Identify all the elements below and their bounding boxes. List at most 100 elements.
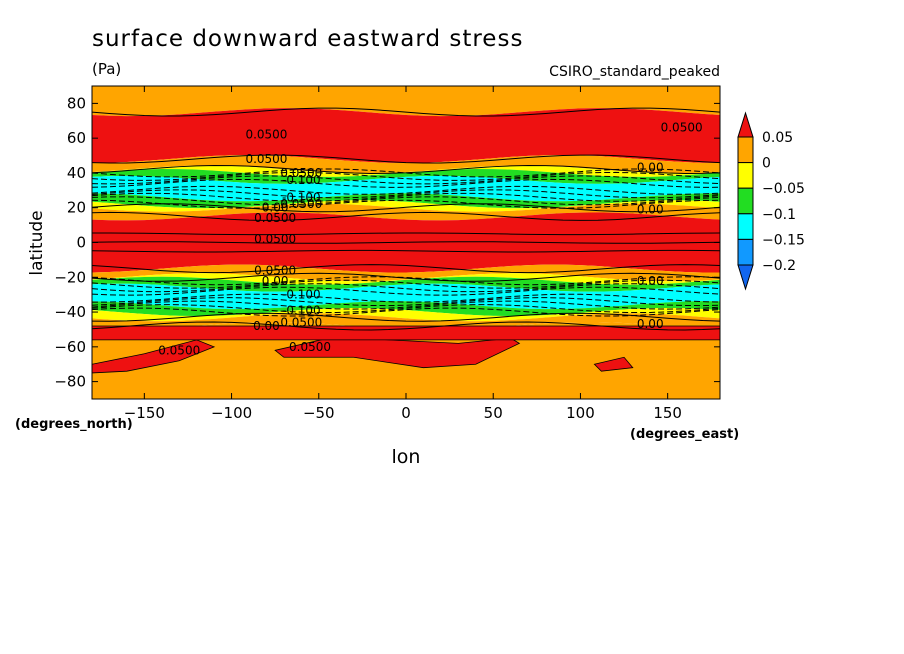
colorbar-label: 0.05 bbox=[762, 130, 793, 146]
y-tick-label: 0 bbox=[76, 234, 86, 252]
y-tick-label: 40 bbox=[67, 164, 86, 182]
contour-label: 0.0500 bbox=[158, 343, 200, 357]
y-tick-label: −40 bbox=[54, 303, 86, 321]
contour-line-dashed bbox=[92, 192, 720, 202]
contour-line bbox=[92, 232, 720, 236]
contour-label: 0.00 bbox=[637, 317, 664, 331]
x-axis-label: lon bbox=[392, 446, 421, 468]
contour-line bbox=[92, 211, 720, 221]
contour-label: 0.00 bbox=[253, 319, 280, 333]
field-band bbox=[92, 86, 720, 117]
contour-label: 0.00 bbox=[262, 274, 289, 288]
contour-label: 0.00 bbox=[637, 161, 664, 175]
colorbar-segment bbox=[737, 264, 754, 291]
colorbar-segment bbox=[737, 213, 754, 240]
contour-label: 0.0500 bbox=[661, 121, 703, 135]
contour-label: 0.0500 bbox=[245, 152, 287, 166]
x-tick-label: −150 bbox=[124, 404, 165, 422]
field-band bbox=[92, 264, 720, 282]
colorbar-segment bbox=[737, 162, 754, 189]
contour-label: -0.100 bbox=[282, 173, 321, 187]
contour-label: 0.0500 bbox=[245, 128, 287, 142]
axes: −150 −100 −50 0 50 100 150 −80 −60 −40 −20 0 20 40 60 8… bbox=[54, 85, 721, 422]
plot-area: 0.0500 0.05000.05000.000.0500-0.100-0.100… bbox=[92, 86, 720, 399]
contour-label: 0.0500 bbox=[280, 315, 322, 329]
contour-line-dashed bbox=[92, 283, 720, 293]
contour-line-dashed bbox=[92, 286, 720, 296]
contour-line bbox=[92, 264, 720, 274]
contour-label: 0.00 bbox=[637, 202, 664, 216]
contour-label: -0.100 bbox=[282, 303, 321, 317]
contour-line bbox=[92, 312, 720, 322]
contour-line bbox=[92, 249, 720, 253]
colorbar-segment bbox=[737, 136, 754, 164]
contour-line-dashed bbox=[92, 189, 720, 199]
field-band bbox=[92, 168, 720, 184]
x-tick-label: 100 bbox=[566, 404, 595, 422]
colorbar-segment bbox=[737, 111, 754, 138]
contour-line-dashed bbox=[92, 293, 720, 303]
y-tick-label: 60 bbox=[67, 129, 86, 147]
contour-label: -0.100 bbox=[282, 190, 321, 204]
x-tick-label: 150 bbox=[653, 404, 682, 422]
y-tick-label: −20 bbox=[54, 268, 86, 286]
contour-label: 0.00 bbox=[262, 201, 289, 215]
colorbar-segment bbox=[737, 187, 754, 215]
contour-label: 0.0500 bbox=[280, 166, 322, 180]
contour-label: 0.0500 bbox=[254, 211, 296, 225]
units-label: (Pa) bbox=[92, 60, 121, 78]
contour-line-dashed bbox=[92, 175, 720, 185]
contour-line bbox=[92, 272, 720, 282]
colorbar-segment bbox=[737, 238, 754, 266]
contour-line bbox=[92, 107, 720, 117]
colorbar: 0.05 0 −0.05 −0.1 −0.15 −0.2 bbox=[737, 111, 805, 291]
contour-line-dashed bbox=[92, 168, 720, 178]
field-band bbox=[92, 165, 720, 177]
y-unit-label: (degrees_north) bbox=[15, 417, 133, 432]
colorbar-label: 0 bbox=[762, 156, 771, 172]
contour-label: 0.0500 bbox=[254, 263, 296, 277]
dataset-label: CSIRO_standard_peaked bbox=[549, 64, 720, 80]
x-tick-label: −50 bbox=[303, 404, 335, 422]
contour-line bbox=[92, 241, 720, 244]
x-tick-label: −100 bbox=[211, 404, 252, 422]
contour-line-dashed bbox=[92, 196, 720, 206]
colorbar-label: −0.15 bbox=[762, 232, 805, 248]
y-tick-label: 80 bbox=[67, 94, 86, 112]
field-band bbox=[92, 200, 720, 212]
x-unit-label: (degrees_east) bbox=[630, 427, 739, 442]
contour-line-dashed bbox=[92, 199, 720, 209]
contour-line-dashed bbox=[92, 297, 720, 307]
field-band bbox=[92, 308, 720, 322]
contour-line-dashed bbox=[92, 185, 720, 195]
field-band bbox=[92, 301, 720, 317]
contour-line-dashed bbox=[92, 171, 720, 181]
colorbar-label: −0.2 bbox=[762, 258, 796, 274]
contour-label: 0.0500 bbox=[254, 232, 296, 246]
contour-line-dashed bbox=[92, 307, 720, 317]
field-patch bbox=[92, 339, 216, 374]
x-tick-label: 0 bbox=[401, 404, 411, 422]
colorbar-label: −0.05 bbox=[762, 181, 805, 197]
y-tick-label: 20 bbox=[67, 199, 86, 217]
contour-line bbox=[92, 321, 720, 331]
contour-line-dashed bbox=[92, 304, 720, 314]
y-axis-label: latitude bbox=[27, 210, 47, 275]
field-layer: 0.0500 0.05000.05000.000.0500-0.100-0.100… bbox=[92, 86, 720, 399]
x-tick-label: 50 bbox=[484, 404, 503, 422]
y-tick-label: −80 bbox=[54, 373, 86, 391]
field-band bbox=[92, 155, 720, 174]
contour-line-dashed bbox=[92, 300, 720, 310]
contour-label: 0.00 bbox=[637, 274, 664, 288]
contour-label: 0.0500 bbox=[280, 197, 322, 211]
contour-label: -0.100 bbox=[282, 288, 321, 302]
field-band bbox=[92, 108, 720, 164]
contour-label: 0.0500 bbox=[289, 340, 331, 354]
field-band bbox=[92, 175, 720, 202]
field-patch bbox=[593, 356, 634, 372]
colorbar-label: −0.1 bbox=[762, 207, 796, 223]
contour-line-dashed bbox=[92, 178, 720, 188]
contour-line bbox=[92, 154, 720, 164]
field-patch bbox=[92, 325, 720, 341]
